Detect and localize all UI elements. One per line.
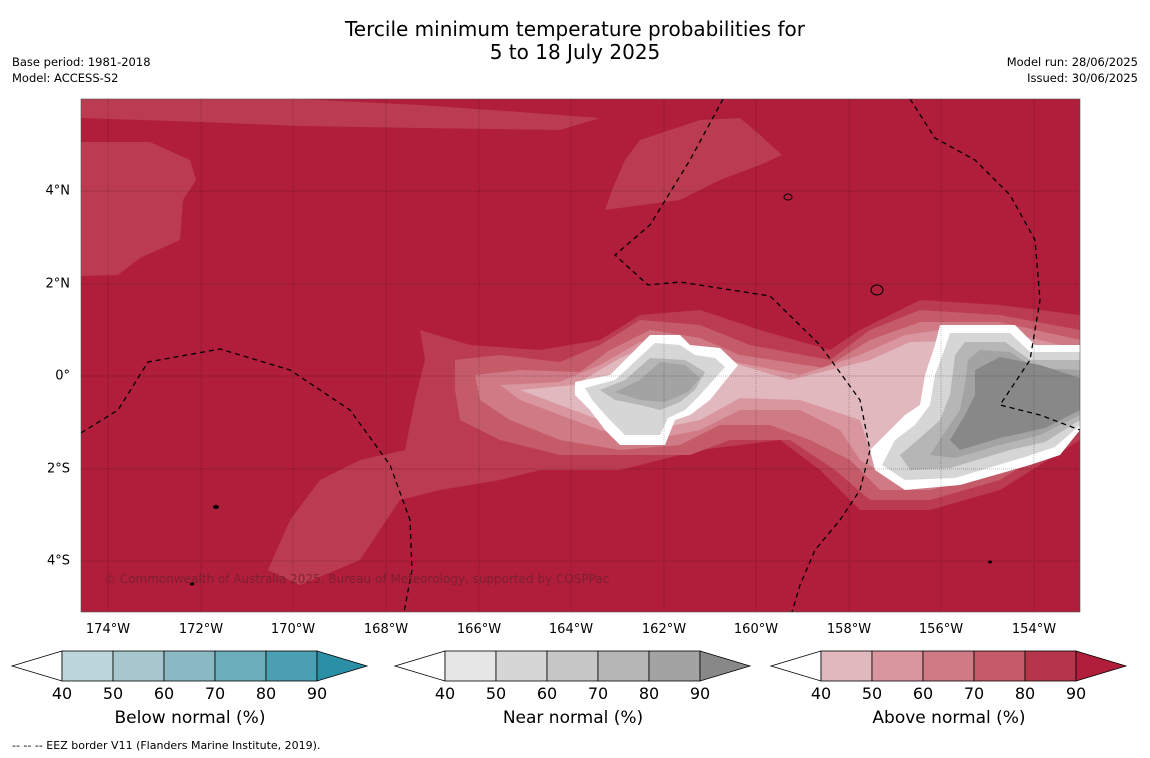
lon-label: 160°W <box>733 622 779 637</box>
colorbar-below <box>10 650 369 682</box>
lat-label: 4°N <box>45 183 71 199</box>
island-marker <box>988 560 992 564</box>
lon-label: 158°W <box>826 622 872 637</box>
colorbar-tick: 80 <box>1014 684 1036 703</box>
colorbar-near <box>393 650 752 682</box>
lon-label: 174°W <box>85 622 131 637</box>
meta-left: Base period: 1981-2018 Model: ACCESS-S2 <box>12 54 151 86</box>
lat-label: 2°N <box>45 276 71 292</box>
title-line-1: Tercile minimum temperature probabilitie… <box>344 17 806 41</box>
lon-label: 172°W <box>178 622 224 637</box>
colorbar-tick: 60 <box>536 684 558 703</box>
model-name: Model: ACCESS-S2 <box>12 71 119 85</box>
eez-footnote: -- -- -- EEZ border V11 (Flanders Marine… <box>12 739 321 752</box>
graticule <box>81 99 1080 612</box>
lon-label: 168°W <box>363 622 409 637</box>
lon-label: 166°W <box>456 622 502 637</box>
colorbar-label-near: Near normal (%) <box>502 708 644 728</box>
lon-label: 154°W <box>1011 622 1057 637</box>
colorbar-tick: 50 <box>485 684 507 703</box>
copyright-notice: © Commonwealth of Australia 2025, Bureau… <box>104 572 610 586</box>
lon-label: 162°W <box>641 622 687 637</box>
colorbar-label-above: Above normal (%) <box>872 708 1026 728</box>
above-80-region-west <box>81 142 196 276</box>
island-marker <box>870 284 884 296</box>
colorbar-tick: 80 <box>255 684 277 703</box>
island-marker <box>213 505 219 509</box>
above-80-region-ne-strip <box>605 118 782 210</box>
colorbar-tick: 90 <box>1065 684 1087 703</box>
colorbar-tick: 90 <box>689 684 711 703</box>
colorbar-tick: 50 <box>102 684 124 703</box>
colorbar-tick: 70 <box>204 684 226 703</box>
map-field <box>81 99 1080 612</box>
eez-borders <box>81 99 1080 612</box>
colorbar-tick: 60 <box>912 684 934 703</box>
lat-label: 4°S <box>46 553 70 569</box>
colorbar-tick: 40 <box>51 684 73 703</box>
map-title: Tercile minimum temperature probabilitie… <box>0 18 1150 64</box>
map-frame <box>80 98 1081 613</box>
near-80-central <box>615 362 700 402</box>
island-marker <box>190 582 194 586</box>
colorbar-tick: 40 <box>434 684 456 703</box>
colorbar-above <box>769 650 1128 682</box>
lon-label: 164°W <box>548 622 594 637</box>
title-line-2: 5 to 18 July 2025 <box>489 40 661 64</box>
lat-label: 2°S <box>46 461 70 477</box>
base-period: Base period: 1981-2018 <box>12 55 151 69</box>
above-80-region-nw <box>81 99 600 130</box>
lon-label: 170°W <box>270 622 316 637</box>
near-90-east <box>950 357 1080 450</box>
model-run: Model run: 28/06/2025 <box>1006 55 1138 69</box>
meta-right: Model run: 28/06/2025 Issued: 30/06/2025 <box>1007 54 1138 86</box>
lon-label: 156°W <box>918 622 964 637</box>
colorbar-tick: 90 <box>306 684 328 703</box>
colorbar-tick: 80 <box>638 684 660 703</box>
lat-label: 0° <box>55 368 70 384</box>
island-marker <box>783 193 793 201</box>
issued-date: Issued: 30/06/2025 <box>1027 71 1138 85</box>
colorbar-label-below: Below normal (%) <box>114 708 266 728</box>
colorbar-tick: 60 <box>153 684 175 703</box>
colorbar-tick: 70 <box>963 684 985 703</box>
colorbar-tick: 40 <box>810 684 832 703</box>
colorbar-tick: 50 <box>861 684 883 703</box>
colorbar-tick: 70 <box>587 684 609 703</box>
